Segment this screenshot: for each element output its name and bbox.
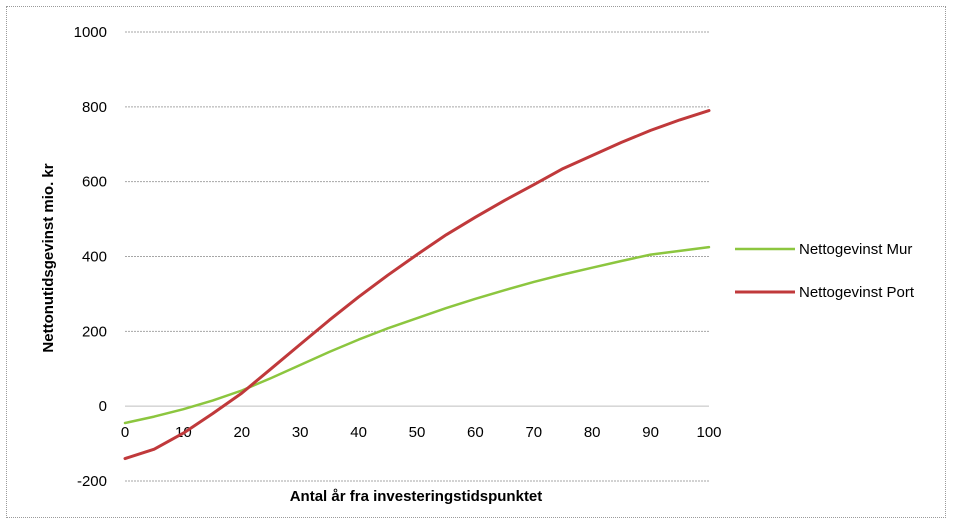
x-tick-label: 60 <box>467 424 484 441</box>
series-line-mur <box>123 245 711 425</box>
legend-label: Nettogevinst Mur <box>799 241 912 258</box>
x-tick-label: 100 <box>696 424 721 441</box>
y-tick-label: 400 <box>82 249 107 266</box>
x-tick-label: 70 <box>525 424 542 441</box>
series-lines <box>123 109 711 461</box>
x-tick-labels: 0 10 20 30 40 50 60 70 80 90 100 <box>121 424 722 441</box>
y-tick-label: 600 <box>82 174 107 191</box>
legend: Nettogevinst Mur Nettogevinst Port <box>735 241 915 301</box>
y-tick-label: 200 <box>82 323 107 340</box>
x-tick-label: 20 <box>233 424 250 441</box>
legend-label: Nettogevinst Port <box>799 284 915 301</box>
y-tick-label: -200 <box>77 473 107 490</box>
y-axis-title: Nettonutidsgevinst mio. kr <box>40 163 57 352</box>
x-tick-label: 30 <box>292 424 309 441</box>
y-tick-label: 800 <box>82 99 107 116</box>
y-tick-label: 0 <box>99 398 107 415</box>
series-line-port <box>123 109 711 461</box>
x-tick-label: 50 <box>409 424 426 441</box>
x-tick-label: 80 <box>584 424 601 441</box>
x-tick-label: 40 <box>350 424 367 441</box>
chart-frame <box>6 6 946 518</box>
x-tick-label: 0 <box>121 424 129 441</box>
x-tick-label: 90 <box>642 424 659 441</box>
y-tick-labels: -200 0 200 400 600 800 1000 <box>74 24 107 490</box>
y-tick-label: 1000 <box>74 24 107 41</box>
x-axis-title: Antal år fra investeringstidspunktet <box>290 488 543 505</box>
